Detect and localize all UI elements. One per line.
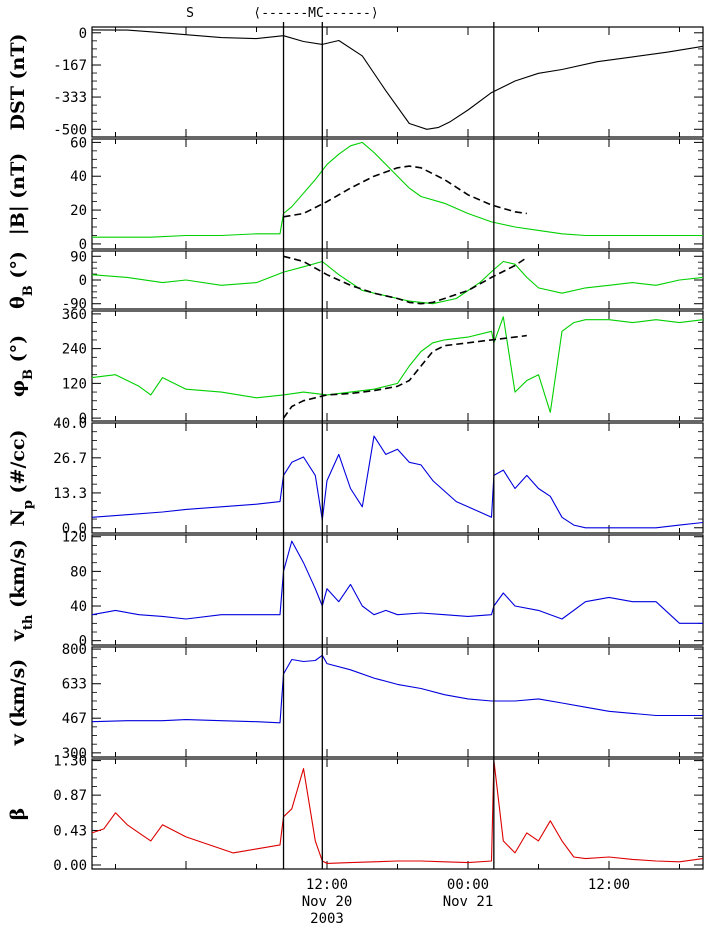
x-tick-label: 12:00	[588, 877, 630, 893]
y-tick-label: 13.3	[53, 486, 87, 502]
y-tick-label: 0	[79, 634, 87, 650]
y-tick-label: -500	[53, 122, 87, 138]
y-axis-title: β	[7, 808, 29, 821]
y-tick-label: 360	[62, 307, 87, 323]
y-axis-title: θB (°)	[7, 251, 36, 309]
panel-frame	[91, 26, 704, 138]
panel-1: 0 20 40 60 |B| (nT)	[7, 135, 704, 253]
series-line-1	[283, 165, 527, 218]
series-line-1	[283, 255, 528, 305]
y-axis-title: vth (km/s)	[7, 539, 36, 642]
y-tick-label: 26.7	[53, 451, 87, 467]
y-tick-label: 120	[62, 530, 87, 546]
y-tick-label: 120	[62, 376, 87, 392]
y-axis-title: φB (°)	[7, 335, 36, 397]
y-tick-label: 40	[70, 599, 87, 615]
panel-7: 1.30 0.87 0.43 0.00 β	[7, 754, 704, 874]
y-axis-title: |B| (nT)	[7, 153, 29, 235]
y-tick-label: 0	[79, 411, 87, 427]
shock-label: S	[186, 6, 194, 21]
series-line-0	[91, 260, 704, 305]
panel-5: 120 80 40 0 vth (km/s)	[7, 530, 704, 650]
panel-6: 800 633 467 300 v (km/s)	[7, 642, 704, 762]
y-tick-label: 1.30	[53, 754, 87, 770]
y-tick-label: 60	[70, 135, 87, 151]
y-tick-label: 80	[70, 564, 87, 580]
panel-frame	[91, 646, 704, 758]
y-tick-label: -333	[53, 90, 87, 106]
panel-frame	[91, 422, 704, 534]
y-tick-label: 0	[79, 26, 87, 42]
series-line-1	[282, 334, 527, 419]
y-tick-label: 40.0	[53, 416, 87, 432]
y-axis-title: Np (#/cc)	[7, 429, 36, 526]
x-tick-label: 00:00	[447, 877, 489, 893]
series-line-0	[91, 540, 703, 624]
panel-frame	[91, 138, 704, 250]
x-tick-label: Nov 20	[302, 894, 353, 910]
series-line-0	[92, 141, 703, 238]
y-tick-label: 633	[62, 677, 87, 693]
y-axis-title: v (km/s)	[7, 659, 29, 747]
y-axis-title: DST (nT)	[7, 34, 29, 131]
series-line-0	[91, 29, 704, 130]
y-tick-label: 467	[62, 711, 87, 727]
y-tick-label: 0.87	[53, 788, 87, 804]
y-tick-label: 300	[62, 746, 87, 762]
y-tick-label: -167	[53, 58, 87, 74]
series-line-0	[91, 435, 704, 529]
series-line-0	[91, 316, 704, 413]
y-tick-label: 40	[70, 169, 87, 185]
series-line-0	[91, 760, 704, 864]
panel-4: 40.0 26.7 13.3 0.0 Np (#/cc)	[7, 416, 704, 537]
panel-frame	[91, 534, 704, 646]
y-tick-label: 20	[70, 203, 87, 219]
panel-frame	[91, 310, 704, 422]
x-tick-label: 12:00	[306, 877, 348, 893]
panel-2: 90 0 -90 θB (°)	[7, 249, 704, 313]
y-tick-label: 0.43	[53, 823, 87, 839]
y-tick-label: 0.0	[62, 521, 87, 537]
y-tick-label: 800	[62, 642, 87, 658]
y-tick-label: 0.00	[53, 858, 87, 874]
panel-0: 0 -167 -333 -500 DST (nT)	[7, 26, 704, 138]
panel-frame	[91, 758, 704, 870]
y-tick-label: -90	[62, 297, 87, 313]
x-tick-label: Nov 21	[443, 894, 494, 910]
y-tick-label: 0	[79, 273, 87, 289]
event-lines	[282, 22, 495, 869]
y-tick-label: 240	[62, 342, 87, 358]
panel-3: 360 240 120 0 φB (°)	[7, 307, 704, 427]
x-tick-label: 2003	[310, 911, 344, 927]
y-tick-label: 90	[70, 249, 87, 265]
series-line-0	[91, 654, 703, 724]
mc-interval-label: ⟨------MC------⟩	[253, 6, 378, 21]
y-tick-label: 0	[79, 237, 87, 253]
